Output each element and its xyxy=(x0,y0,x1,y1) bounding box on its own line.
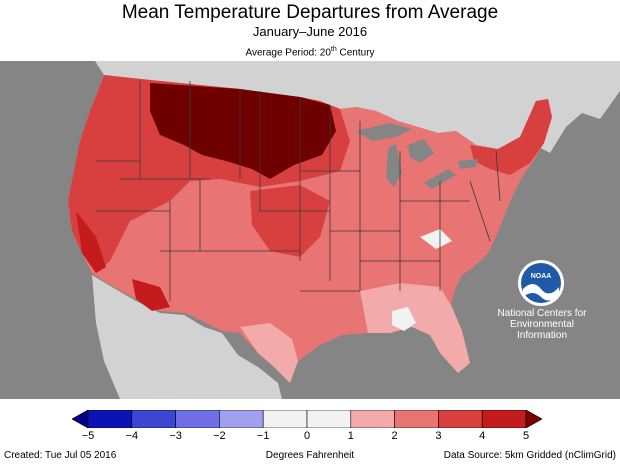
temperature-departure-map xyxy=(0,61,620,399)
region-central-warm xyxy=(250,185,330,257)
org-line-2: Environmental xyxy=(510,319,574,330)
colorbar-segment xyxy=(175,410,220,428)
colorbar-segment xyxy=(131,410,176,428)
units-label: Degrees Fahrenheit xyxy=(265,450,355,461)
colorbar-tick-label: 1 xyxy=(347,430,354,442)
colorbar-tick-label: −3 xyxy=(169,430,182,442)
average-period: Average Period: 20th Century xyxy=(0,43,620,59)
colorbar-tick-label: 2 xyxy=(391,430,398,442)
colorbar-segment xyxy=(350,410,395,428)
colorbar-tick-label: 3 xyxy=(435,430,442,442)
colorbar-tick-label: 4 xyxy=(479,430,486,442)
region-arizona-hot xyxy=(132,279,170,311)
colorbar-segment xyxy=(394,410,439,428)
colorbar-segment xyxy=(306,410,352,428)
region-northeast-warm xyxy=(470,99,552,175)
noaa-logo-text: NOAA xyxy=(531,273,552,280)
colorbar-segment xyxy=(262,410,308,428)
colorbar-segment xyxy=(481,410,527,428)
created-date: Created: Tue Jul 05 2016 xyxy=(4,450,117,461)
average-period-suffix: Century xyxy=(336,47,375,59)
region-appalachia-near-average xyxy=(420,229,452,249)
colorbar-high-arrow xyxy=(525,410,542,428)
canada-land xyxy=(95,61,620,153)
state-boundaries xyxy=(96,81,501,301)
region-mississippi-near-average xyxy=(392,307,416,331)
colorbar-segment xyxy=(87,410,133,428)
data-source: Data Source: 5km Gridded (nClimGrid) xyxy=(443,450,616,461)
average-period-sup: th xyxy=(330,46,337,53)
map-subtitle: January–June 2016 xyxy=(252,24,368,39)
colorbar-tick-label: 0 xyxy=(303,430,311,442)
region-northern-plains-extreme xyxy=(150,83,336,179)
colorbar-segment xyxy=(219,410,264,428)
temperature-colorbar xyxy=(72,410,542,428)
organization-name: National Centers for Environmental Infor… xyxy=(486,308,598,341)
mexico-land xyxy=(92,275,282,399)
colorbar-tick-label: −5 xyxy=(81,430,95,442)
colorbar-tick-label: −4 xyxy=(125,430,139,442)
colorbar-low-arrow xyxy=(72,410,89,428)
average-period-prefix: Average Period: 20 xyxy=(245,47,331,59)
region-southeast-near xyxy=(360,283,470,373)
colorbar-tick-label: 5 xyxy=(522,430,530,442)
region-texas-near xyxy=(240,323,298,383)
org-line-1: National Centers for xyxy=(497,308,587,319)
colorbar-tick-label: −1 xyxy=(256,430,270,442)
map-title: Mean Temperature Departures from Average xyxy=(121,2,499,23)
colorbar-tick-label: −2 xyxy=(213,430,226,442)
great-lakes xyxy=(356,123,478,189)
region-southwest-hot xyxy=(76,211,106,273)
noaa-logo-bird xyxy=(523,284,559,301)
noaa-logo: NOAA xyxy=(518,260,564,306)
org-line-3: Information xyxy=(516,330,568,341)
colorbar-segment xyxy=(438,410,483,428)
